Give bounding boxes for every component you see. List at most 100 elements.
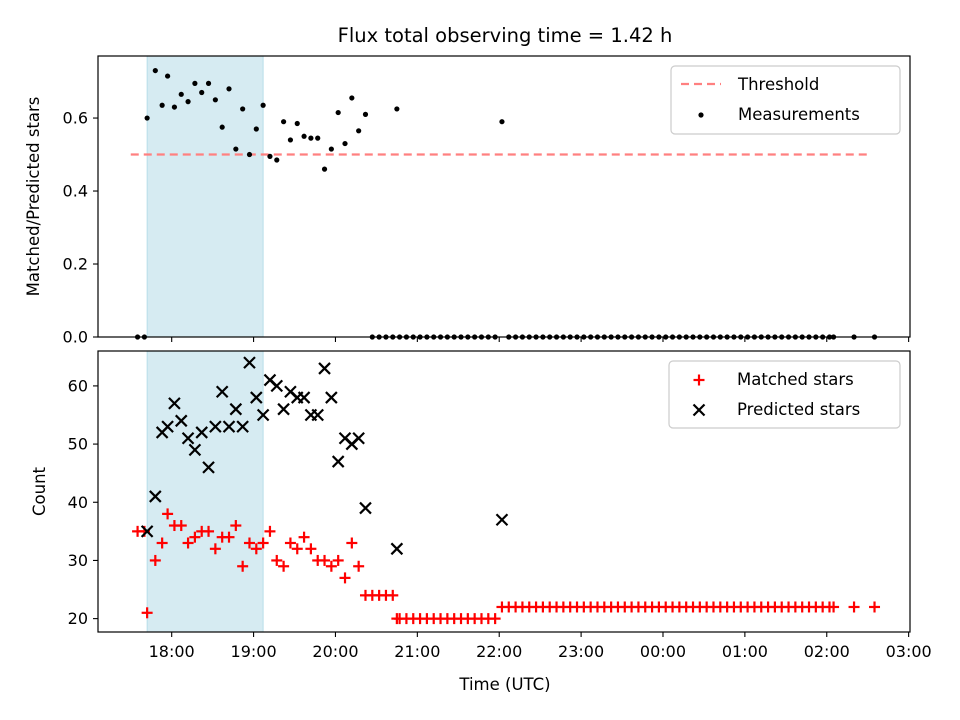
predicted-star-point	[256, 408, 270, 422]
matched-star-point	[162, 508, 174, 520]
matched-star-point	[230, 520, 242, 532]
top-y-tick-label: 0.6	[63, 109, 88, 128]
matched-star-point	[189, 531, 201, 543]
measurement-point	[287, 137, 294, 143]
measurement-point	[219, 124, 225, 130]
measurement-point	[349, 95, 355, 101]
matched-star-point	[223, 531, 235, 543]
predicted-star-point	[181, 431, 195, 445]
matched-star-point	[848, 601, 860, 613]
bottom-legend: Matched stars Predicted stars	[668, 360, 901, 429]
measurement-point	[281, 119, 287, 125]
matched-star-point	[869, 601, 881, 613]
matched-star-point	[319, 554, 331, 566]
legend-measurements-swatch	[698, 112, 704, 118]
matched-star-point	[271, 554, 283, 566]
measurement-point	[144, 115, 150, 121]
measurement-point	[165, 73, 171, 79]
measurement-point	[321, 166, 328, 172]
x-tick-label: 18:00	[149, 642, 195, 661]
matched-star-point	[305, 543, 317, 555]
matched-star-point	[209, 543, 221, 555]
measurement-point	[274, 157, 280, 163]
predicted-star-point	[325, 391, 338, 404]
bottom-y-tick-label: 20	[68, 609, 88, 628]
top-y-tick-label: 0.2	[63, 255, 88, 274]
matched-star-point	[149, 554, 161, 566]
measurement-point	[308, 135, 314, 141]
top-y-tick-label: 0.0	[63, 328, 88, 347]
measurement-point	[205, 80, 212, 86]
predicted-star-point	[277, 402, 290, 416]
measurement-point	[342, 140, 348, 147]
matched-star-point	[141, 607, 153, 619]
measurement-point	[233, 146, 239, 152]
matched-star-point	[156, 537, 168, 549]
predicted-star-point	[495, 513, 509, 526]
bottom-y-tick-label: 40	[68, 493, 88, 512]
measurement-point	[267, 153, 273, 159]
legend-predicted-label: Predicted stars	[737, 400, 860, 419]
matched-star-point	[291, 543, 303, 555]
x-tick-label: 03:00	[886, 642, 932, 661]
predicted-star-point	[140, 525, 154, 538]
bottom-axes-frame	[97, 350, 911, 633]
bottom-y-tick-label: 30	[68, 551, 88, 570]
measurement-point	[185, 99, 191, 105]
matched-star-point	[353, 560, 365, 572]
measurement-point	[328, 146, 334, 152]
chart-title: Flux total observing time = 1.42 h	[338, 24, 673, 47]
matched-star-point	[284, 537, 296, 549]
measurement-point	[315, 135, 321, 141]
measurement-point	[159, 102, 165, 108]
predicted-star-point	[215, 385, 229, 399]
predicted-star-point	[188, 443, 202, 457]
matched-star-point	[325, 560, 337, 572]
predicted-star-point	[297, 391, 311, 404]
measurement-point	[335, 109, 341, 116]
matched-star-point	[346, 537, 358, 549]
measurement-point	[394, 106, 400, 112]
predicted-star-point	[229, 402, 243, 416]
matched-star-point	[203, 525, 215, 537]
bottom-ticks: 18:00 19:00 20:00 21:00 22:00 23:00 00:00 01:00…	[68, 376, 932, 661]
x-tick-label: 19:00	[231, 642, 277, 661]
bottom-y-tick-label: 60	[68, 376, 88, 395]
matched-star-point	[175, 520, 187, 532]
measurement-point	[171, 104, 178, 110]
count-points	[132, 356, 881, 625]
legend-predicted-swatch	[692, 403, 706, 417]
measurement-point	[152, 67, 158, 74]
matched-star-point	[250, 543, 262, 555]
measurement-point	[240, 106, 246, 112]
measurement-point	[212, 97, 218, 103]
legend-threshold-label: Threshold	[737, 75, 819, 94]
top-legend-box	[670, 65, 901, 135]
measurement-point	[199, 89, 205, 96]
predicted-star-point	[161, 420, 174, 433]
bottom-panel: 18:00 19:00 20:00 21:00 22:00 23:00 00:00 01:00…	[30, 350, 932, 694]
predicted-star-point	[331, 455, 345, 468]
x-tick-label: 02:00	[804, 642, 850, 661]
predicted-star-point	[209, 420, 222, 433]
measurement-point	[260, 102, 266, 108]
predicted-star-point	[168, 397, 181, 410]
predicted-star-point	[195, 426, 208, 439]
predicted-star-point	[390, 542, 404, 556]
predicted-star-point	[174, 414, 188, 428]
predicted-star-point	[270, 379, 284, 393]
measurement-point	[192, 80, 198, 86]
matched-star-point	[387, 589, 399, 601]
bottom-y-axis-label: Count	[30, 466, 49, 516]
predicted-star-point	[359, 501, 372, 515]
measurement-point	[178, 91, 184, 97]
bottom-legend-box	[668, 360, 901, 429]
top-ticks: 0.0 0.2 0.4 0.6	[63, 109, 910, 347]
x-tick-label: 20:00	[312, 642, 358, 661]
predicted-star-point	[202, 461, 215, 474]
matched-star-point	[264, 525, 276, 537]
predicted-star-point	[311, 408, 324, 422]
measurement-point	[294, 120, 300, 127]
measurement-point	[356, 128, 362, 134]
